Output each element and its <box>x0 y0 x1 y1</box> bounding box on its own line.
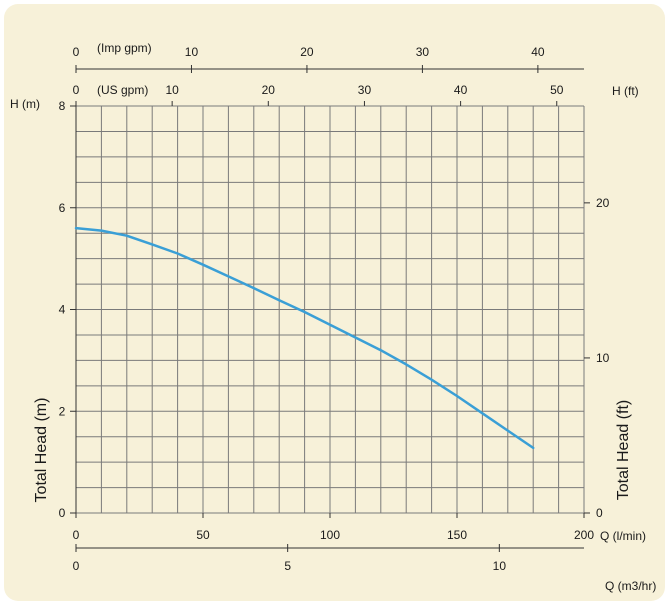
grid <box>75 105 585 514</box>
y-left-tick-label: 4 <box>59 303 66 317</box>
y-right-tick-label: 20 <box>596 196 610 210</box>
y-left-title: Total Head (m) <box>33 398 50 503</box>
x-tick-label: 100 <box>320 528 340 542</box>
chart-panel <box>4 4 665 601</box>
top-us-tick-label: 40 <box>454 83 468 97</box>
top-imp-tick-label: 0 <box>73 45 80 59</box>
top-us-tick-label: 20 <box>262 83 276 97</box>
y-left-unit-label: H (m) <box>10 97 40 111</box>
bottom-m3-tick-label: 5 <box>284 559 291 573</box>
y-right-tick-label: 0 <box>596 506 603 520</box>
y-right-unit-label: H (ft) <box>612 84 639 98</box>
x-tick-label: 50 <box>196 528 210 542</box>
y-left-tick-label: 0 <box>59 506 66 520</box>
bottom-m3-tick-label: 10 <box>493 559 507 573</box>
top-imp-tick-label: 30 <box>416 45 430 59</box>
y-right-title: Total Head (ft) <box>615 400 632 500</box>
bottom-m3-tick-label: 0 <box>73 559 80 573</box>
top-us-tick-label: 30 <box>358 83 372 97</box>
x-tick-label: 150 <box>447 528 467 542</box>
axes <box>70 65 590 552</box>
top-imp-tick-label: 20 <box>300 45 314 59</box>
y-left-tick-label: 6 <box>59 201 66 215</box>
x-tick-label: 200 <box>574 528 594 542</box>
y-right-tick-label: 10 <box>596 351 610 365</box>
top-us-tick-label: 50 <box>550 83 564 97</box>
x-axis-title: Q (l/min) <box>600 529 646 543</box>
x-tick-label: 0 <box>73 528 80 542</box>
pump-curve-line <box>74 226 535 450</box>
top-us-tick-label: 10 <box>165 83 179 97</box>
top-imp-axis-label: (Imp gpm) <box>97 41 152 55</box>
top-imp-tick-label: 40 <box>531 45 545 59</box>
top-imp-tick-label: 10 <box>185 45 199 59</box>
top-us-axis-label: (US gpm) <box>97 83 148 97</box>
bottom-m3-axis-label: Q (m3/hr) <box>605 579 656 593</box>
y-left-tick-label: 2 <box>59 404 66 418</box>
top-us-tick-label: 0 <box>73 83 80 97</box>
y-left-tick-label: 8 <box>59 99 66 113</box>
curve-layer <box>74 226 535 450</box>
